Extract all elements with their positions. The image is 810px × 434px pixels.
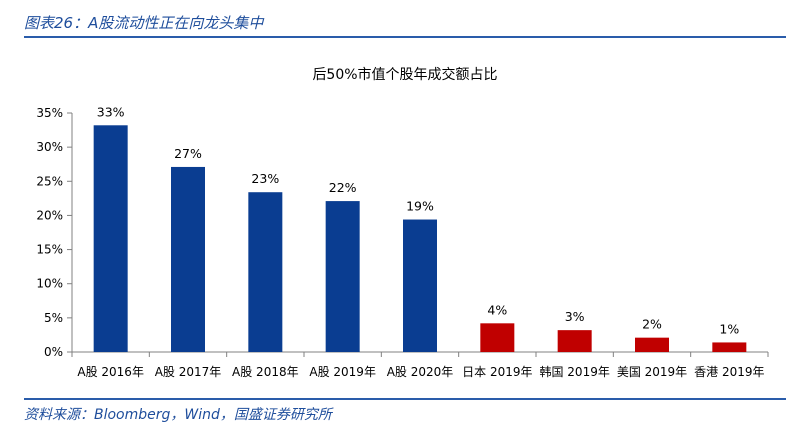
bar: [93, 125, 128, 352]
data-label: 2%: [642, 317, 662, 332]
y-tick-label: 10%: [36, 277, 63, 291]
data-label: 23%: [251, 171, 279, 186]
y-tick-label: 35%: [36, 106, 63, 120]
x-tick-label: A股 2018年: [232, 365, 299, 379]
x-tick-label: A股 2019年: [309, 365, 376, 379]
data-label: 19%: [406, 199, 434, 214]
data-label: 1%: [719, 321, 739, 336]
y-tick-label: 25%: [36, 174, 63, 188]
x-tick-label: A股 2016年: [77, 365, 144, 379]
data-label: 27%: [174, 146, 202, 161]
y-tick-label: 5%: [44, 311, 63, 325]
x-tick-label: 日本 2019年: [462, 365, 532, 379]
bar: [171, 166, 205, 352]
bar: [557, 330, 592, 352]
chart-title: 后50%市值个股年成交额占比: [312, 66, 497, 83]
x-tick-label: A股 2017年: [155, 365, 222, 379]
y-tick-label: 30%: [36, 140, 63, 154]
x-tick-label: 香港 2019年: [694, 365, 764, 379]
data-label: 22%: [329, 180, 357, 195]
y-tick-label: 0%: [44, 345, 63, 359]
bar: [480, 323, 515, 352]
bar: [325, 201, 360, 352]
data-label: 3%: [565, 309, 585, 324]
x-tick-label: 美国 2019年: [617, 365, 687, 379]
figure-header: 图表26：A股流动性正在向龙头集中: [24, 10, 786, 38]
y-tick-label: 15%: [36, 243, 63, 257]
y-tick-label: 20%: [36, 208, 63, 222]
bar: [712, 342, 747, 352]
bar: [403, 219, 437, 352]
bar: [635, 337, 669, 352]
source-note: 资料来源：Bloomberg，Wind，国盛证券研究所: [24, 407, 332, 423]
x-tick-label: A股 2020年: [387, 365, 454, 379]
data-label: 33%: [97, 104, 125, 119]
figure-title: 图表26：A股流动性正在向龙头集中: [24, 14, 264, 32]
data-label: 4%: [487, 302, 507, 317]
bar: [248, 192, 283, 352]
figure-source: 资料来源：Bloomberg，Wind，国盛证券研究所: [24, 398, 786, 424]
x-tick-label: 韩国 2019年: [539, 364, 609, 379]
